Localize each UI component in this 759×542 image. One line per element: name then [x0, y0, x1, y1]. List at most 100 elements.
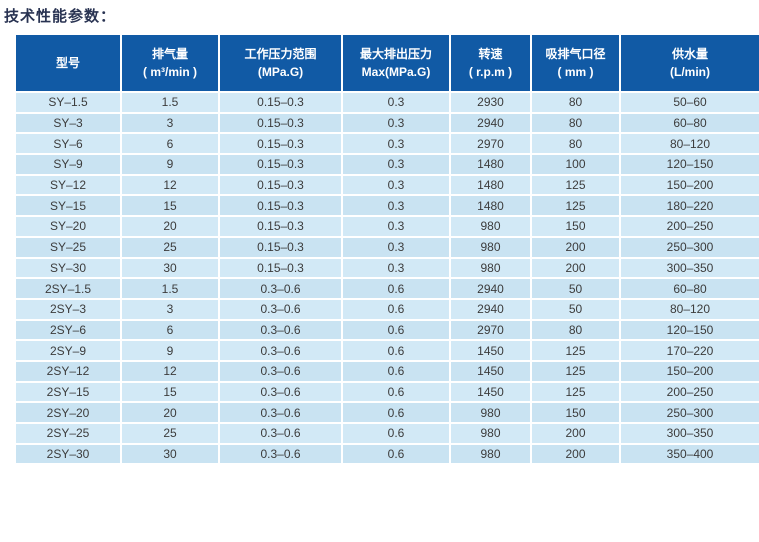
table-cell: 0.15–0.3 [218, 173, 343, 197]
table-cell: SY–30 [14, 256, 122, 280]
table-cell: 2SY–30 [14, 442, 122, 466]
table-cell: 0.15–0.3 [218, 194, 343, 218]
table-cell: SY–6 [14, 132, 122, 156]
table-cell: 1.5 [120, 277, 220, 300]
table-cell: 150–200 [619, 173, 759, 197]
table-cell: 0.3–0.6 [218, 339, 343, 362]
table-cell: 2970 [449, 132, 532, 156]
table-cell: 2SY–20 [14, 401, 122, 424]
table-cell: 30 [120, 256, 220, 280]
table-cell: 15 [120, 380, 220, 404]
table-row: SY–30 30 0.15–0.3 0.3 980 200 300–350 [14, 256, 759, 280]
table-cell: 150 [530, 215, 621, 238]
table-cell: SY–25 [14, 235, 122, 259]
table-cell: 2SY–15 [14, 380, 122, 404]
table-cell: 0.3 [341, 91, 451, 114]
column-header: 工作压力范围 (MPa.G) [218, 33, 343, 93]
table-cell: 12 [120, 173, 220, 197]
table-cell: 180–220 [619, 194, 759, 218]
table-cell: 0.3–0.6 [218, 422, 343, 445]
table-row: SY–15 15 0.15–0.3 0.3 1480 125 180–220 [14, 194, 759, 218]
table-cell: 0.3–0.6 [218, 318, 343, 342]
table-cell: 0.15–0.3 [218, 153, 343, 176]
table-cell: 1450 [449, 339, 532, 362]
table-cell: 50 [530, 277, 621, 300]
table-cell: 0.3 [341, 194, 451, 218]
table-row: 2SY–12 12 0.3–0.6 0.6 1450 125 150–200 [14, 359, 759, 383]
table-row: 2SY–6 6 0.3–0.6 0.6 2970 80 120–150 [14, 318, 759, 342]
table-row: SY–1.5 1.5 0.15–0.3 0.3 2930 80 50–60 [14, 91, 759, 114]
table-cell: 125 [530, 173, 621, 197]
table-row: SY–9 9 0.15–0.3 0.3 1480 100 120–150 [14, 153, 759, 176]
table-row: SY–12 12 0.15–0.3 0.3 1480 125 150–200 [14, 173, 759, 197]
table-row: 2SY–25 25 0.3–0.6 0.6 980 200 300–350 [14, 422, 759, 445]
table-row: SY–25 25 0.15–0.3 0.3 980 200 250–300 [14, 235, 759, 259]
table-cell: 200 [530, 235, 621, 259]
table-cell: 0.3 [341, 132, 451, 156]
table-header: 型号 排气量 ( m³/min ) 工作压力范围 (MPa.G) 最大排出压力 Max… [14, 33, 759, 93]
table-row: SY–20 20 0.15–0.3 0.3 980 150 200–250 [14, 215, 759, 238]
table-cell: SY–1.5 [14, 91, 122, 114]
table-cell: 2SY–1.5 [14, 277, 122, 300]
table-cell: 0.6 [341, 401, 451, 424]
table-cell: 60–80 [619, 277, 759, 300]
table-cell: 150 [530, 401, 621, 424]
table-cell: 125 [530, 194, 621, 218]
table-cell: 1.5 [120, 91, 220, 114]
table-cell: 25 [120, 235, 220, 259]
table-cell: 200–250 [619, 380, 759, 404]
table-cell: 0.15–0.3 [218, 215, 343, 238]
table-cell: 1480 [449, 194, 532, 218]
column-header: 供水量 (L/min) [619, 33, 759, 93]
table-cell: 0.3 [341, 111, 451, 135]
table-cell: 150–200 [619, 359, 759, 383]
table-cell: 0.3 [341, 215, 451, 238]
table-cell: SY–9 [14, 153, 122, 176]
table-cell: 980 [449, 442, 532, 466]
table-cell: 0.6 [341, 380, 451, 404]
table-row: 2SY–15 15 0.3–0.6 0.6 1450 125 200–250 [14, 380, 759, 404]
table-cell: 9 [120, 339, 220, 362]
table-cell: 0.6 [341, 422, 451, 445]
table-cell: 0.3 [341, 173, 451, 197]
table-cell: 1480 [449, 173, 532, 197]
table-cell: 0.6 [341, 277, 451, 300]
table-cell: 0.15–0.3 [218, 111, 343, 135]
table-cell: 2940 [449, 277, 532, 300]
table-cell: 980 [449, 401, 532, 424]
table-cell: 200–250 [619, 215, 759, 238]
table-cell: 125 [530, 359, 621, 383]
spec-table-container: 型号 排气量 ( m³/min ) 工作压力范围 (MPa.G) 最大排出压力 Max… [14, 33, 759, 466]
table-cell: 0.3–0.6 [218, 277, 343, 300]
table-row: 2SY–30 30 0.3–0.6 0.6 980 200 350–400 [14, 442, 759, 466]
table-cell: 980 [449, 235, 532, 259]
column-header: 型号 [14, 33, 122, 93]
table-body: SY–1.5 1.5 0.15–0.3 0.3 2930 80 50–60 SY–3 3 0.15… [14, 91, 759, 466]
page-title: 技术性能参数： [4, 8, 117, 25]
table-cell: 0.6 [341, 359, 451, 383]
table-cell: 0.6 [341, 297, 451, 321]
column-header: 吸排气口径 ( mm ) [530, 33, 621, 93]
table-cell: 300–350 [619, 256, 759, 280]
spec-table: 型号 排气量 ( m³/min ) 工作压力范围 (MPa.G) 最大排出压力 Max… [14, 33, 759, 466]
table-cell: SY–12 [14, 173, 122, 197]
table-cell: 125 [530, 380, 621, 404]
table-cell: 80–120 [619, 132, 759, 156]
table-cell: 0.3–0.6 [218, 297, 343, 321]
table-row: 2SY–3 3 0.3–0.6 0.6 2940 50 80–120 [14, 297, 759, 321]
table-cell: 2970 [449, 318, 532, 342]
table-cell: 1480 [449, 153, 532, 176]
table-cell: 3 [120, 297, 220, 321]
table-cell: 350–400 [619, 442, 759, 466]
table-cell: 12 [120, 359, 220, 383]
table-cell: 2SY–9 [14, 339, 122, 362]
table-row: 2SY–1.5 1.5 0.3–0.6 0.6 2940 50 60–80 [14, 277, 759, 300]
table-cell: 0.3 [341, 235, 451, 259]
table-cell: 2930 [449, 91, 532, 114]
table-cell: 250–300 [619, 235, 759, 259]
table-row: 2SY–20 20 0.3–0.6 0.6 980 150 250–300 [14, 401, 759, 424]
table-cell: 6 [120, 318, 220, 342]
table-cell: 200 [530, 256, 621, 280]
table-cell: 200 [530, 422, 621, 445]
column-header: 排气量 ( m³/min ) [120, 33, 220, 93]
